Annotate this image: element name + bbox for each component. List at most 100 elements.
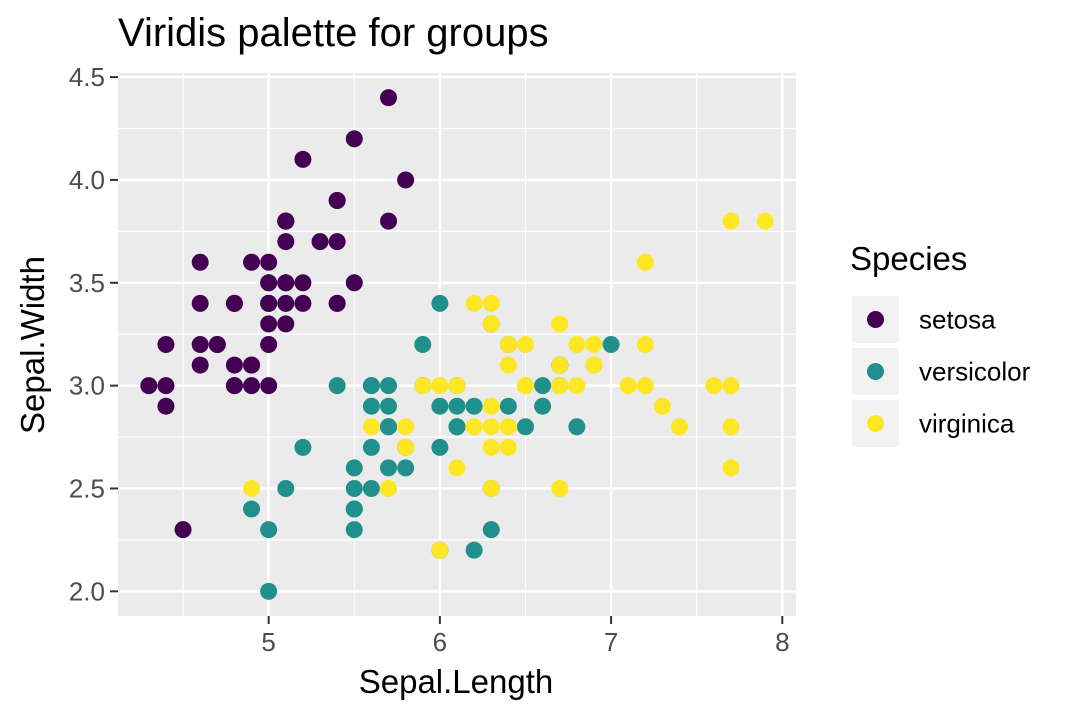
point-virginica [671,418,689,436]
point-versicolor [431,438,449,456]
point-setosa [380,212,398,230]
point-setosa [260,274,278,292]
point-setosa [260,253,278,271]
point-virginica [636,377,654,395]
point-virginica [499,438,517,456]
point-versicolor [431,397,449,415]
point-versicolor [362,479,380,497]
point-versicolor [345,479,363,497]
y-tick-label: 2.5 [69,473,105,503]
point-virginica [653,397,671,415]
point-virginica [482,479,500,497]
point-versicolor [482,521,500,539]
point-versicolor [260,582,278,600]
point-versicolor [431,294,449,312]
point-versicolor [362,397,380,415]
point-virginica [414,377,432,395]
point-virginica [516,336,534,353]
y-tick-label: 3.0 [69,371,105,401]
point-setosa [397,171,415,189]
point-virginica [619,377,637,395]
data-points [140,89,774,600]
y-tick-label: 2.0 [69,576,105,606]
point-setosa [191,356,209,374]
point-virginica [636,253,654,271]
point-versicolor [260,521,278,539]
point-versicolor [345,500,363,518]
point-setosa [191,336,209,353]
point-setosa [277,274,295,292]
point-virginica [636,336,654,353]
point-virginica [516,377,534,395]
legend-marker-virginica [867,415,884,432]
y-tick-label: 3.5 [69,268,105,298]
point-versicolor [294,438,312,456]
point-versicolor [362,377,380,395]
point-virginica [362,418,380,436]
point-setosa [191,294,209,312]
point-setosa [345,274,363,292]
x-tick-label: 7 [604,627,618,657]
point-setosa [328,294,346,312]
point-virginica [397,438,415,456]
point-versicolor [345,521,363,539]
point-virginica [568,336,586,353]
y-axis: 2.0 2.5 3.0 3.5 4.0 4.5 [69,62,118,606]
x-axis: 5 6 7 8 [261,616,790,657]
point-setosa [208,336,226,353]
point-versicolor [345,459,363,477]
point-virginica [482,418,500,436]
point-setosa [294,274,312,292]
point-versicolor [534,377,552,395]
point-setosa [260,336,278,353]
point-versicolor [602,336,620,353]
point-virginica [585,356,603,374]
point-virginica [431,541,449,559]
x-tick-label: 6 [433,627,447,657]
point-versicolor [534,397,552,415]
point-setosa [294,150,312,168]
point-setosa [157,336,175,353]
point-setosa [260,315,278,333]
point-virginica [482,438,500,456]
y-axis-title: Sepal.Width [14,256,51,434]
point-versicolor [328,377,346,395]
point-setosa [277,233,295,251]
point-virginica [499,356,517,374]
point-virginica [722,459,740,477]
point-versicolor [414,336,432,353]
point-setosa [380,89,398,107]
point-versicolor [380,459,398,477]
point-versicolor [448,418,466,436]
point-versicolor [448,397,466,415]
legend-title: Species [850,240,967,277]
y-tick-label: 4.5 [69,62,105,92]
legend-label-versicolor: versicolor [919,357,1031,387]
point-setosa [260,377,278,395]
point-setosa [140,377,158,395]
point-versicolor [465,397,483,415]
point-virginica [243,479,261,497]
point-versicolor [380,418,398,436]
point-virginica [705,377,723,395]
chart-title: Viridis palette for groups [118,11,549,55]
point-versicolor [568,418,586,436]
point-versicolor [243,500,261,518]
point-setosa [243,253,261,271]
point-virginica [465,294,483,312]
point-setosa [345,130,363,148]
point-setosa [157,377,175,395]
point-versicolor [465,541,483,559]
point-virginica [448,459,466,477]
point-setosa [294,294,312,312]
point-virginica [482,315,500,333]
point-setosa [260,294,278,312]
point-setosa [277,294,295,312]
point-virginica [551,356,569,374]
point-setosa [174,521,192,539]
point-setosa [328,233,346,251]
point-setosa [277,315,295,333]
point-virginica [585,336,603,353]
point-setosa [243,377,261,395]
panel-background [118,73,796,616]
